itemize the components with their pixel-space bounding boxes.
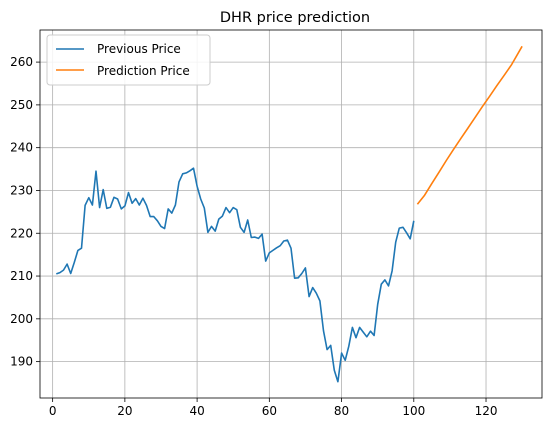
x-tick-label: 0 [49,404,57,418]
y-tick-label: 250 [10,98,33,112]
y-tick-label: 210 [10,269,33,283]
series-line-previous-price [56,167,415,383]
y-tick-label: 190 [10,355,33,369]
series-line-prediction-price [416,45,523,205]
y-tick-label: 200 [10,312,33,326]
x-tick-label: 60 [262,404,277,418]
x-tick-label: 100 [402,404,425,418]
legend-box [46,34,211,86]
legend: Previous Price Prediction Price [46,34,211,86]
x-tick-label: 20 [117,404,132,418]
x-tick-label: 40 [189,404,204,418]
x-tick-label: 80 [334,404,349,418]
axis-ticks: 0 20 40 60 80 100 120 190 200 210 220 230 240 250 260 [10,55,497,418]
y-tick-label: 220 [10,226,33,240]
legend-label-prediction-price: Prediction Price [97,64,190,78]
series-lines [56,45,523,383]
legend-label-previous-price: Previous Price [97,42,181,56]
x-tick-label: 120 [475,404,498,418]
y-tick-label: 240 [10,141,33,155]
chart-title: DHR price prediction [220,10,370,26]
y-tick-label: 260 [10,55,33,69]
y-tick-label: 230 [10,183,33,197]
grid-lines [40,30,542,398]
plot-frame [39,29,543,399]
